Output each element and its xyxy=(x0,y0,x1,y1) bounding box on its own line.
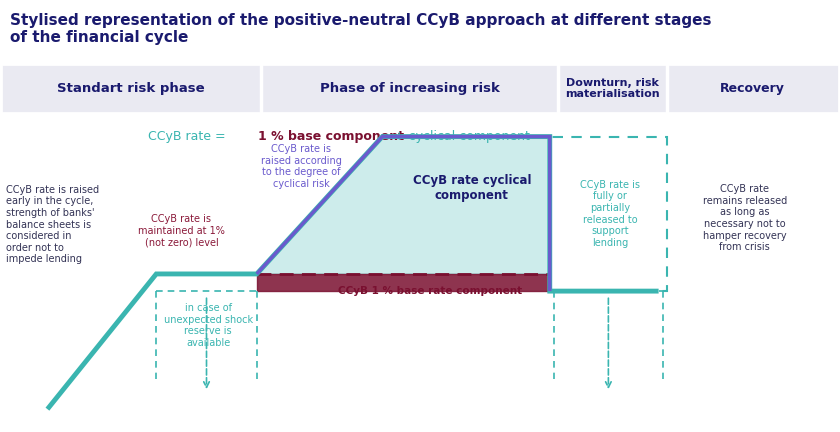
Bar xyxy=(667,64,838,113)
Text: CCyB rate is
raised according
to the degree of
cyclical risk: CCyB rate is raised according to the deg… xyxy=(260,144,342,189)
Bar xyxy=(558,64,667,113)
Text: CCyB rate is
fully or
partially
released to
support
lending: CCyB rate is fully or partially released… xyxy=(580,180,640,248)
Text: + cyclical component: + cyclical component xyxy=(390,130,530,143)
Text: CCyB 1 % base rate component: CCyB 1 % base rate component xyxy=(338,286,522,296)
Text: Standart risk phase: Standart risk phase xyxy=(57,82,205,95)
Bar xyxy=(2,64,261,113)
Text: Downturn, risk
materialisation: Downturn, risk materialisation xyxy=(565,77,660,99)
Text: CCyB rate is
maintained at 1%
(not zero) level: CCyB rate is maintained at 1% (not zero)… xyxy=(138,214,225,248)
Text: Phase of increasing risk: Phase of increasing risk xyxy=(319,82,500,95)
Text: Stylised representation of the positive-neutral CCyB approach at different stage: Stylised representation of the positive-… xyxy=(10,13,711,45)
Text: Recovery: Recovery xyxy=(721,82,785,95)
Text: in case of
unexpected shock
reserve is
available: in case of unexpected shock reserve is a… xyxy=(164,303,253,348)
Text: CCyB rate cyclical
component: CCyB rate cyclical component xyxy=(412,174,531,202)
Text: CCyB rate is raised
early in the cycle,
strength of banks'
balance sheets is
con: CCyB rate is raised early in the cycle, … xyxy=(6,185,99,264)
Text: CCyB rate
remains released
as long as
necessary not to
hamper recovery
from cris: CCyB rate remains released as long as ne… xyxy=(703,184,787,252)
Text: 1 % base component: 1 % base component xyxy=(258,130,403,143)
Polygon shape xyxy=(257,137,549,274)
Bar xyxy=(261,64,558,113)
Bar xyxy=(549,137,667,291)
Text: CCyB rate =: CCyB rate = xyxy=(148,130,229,143)
Polygon shape xyxy=(257,274,549,291)
